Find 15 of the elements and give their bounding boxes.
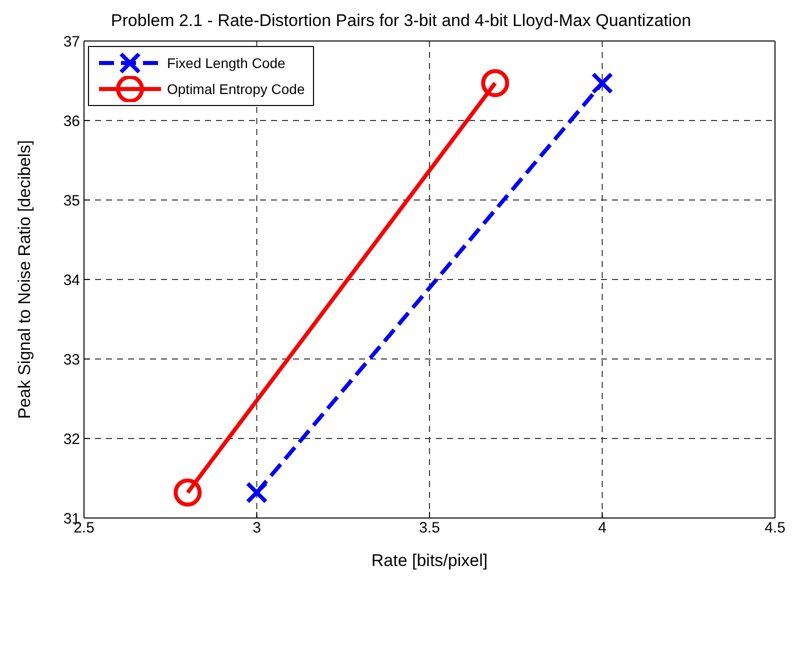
- y-tick-label: 33: [63, 351, 80, 368]
- x-tick-label: 4.5: [764, 520, 786, 537]
- x-tick-label: 4: [598, 520, 606, 537]
- x-tick-label: 3.5: [419, 520, 440, 537]
- chart-title: Problem 2.1 - Rate-Distortion Pairs for 3-bit and 4-bit Lloyd-Max Quantization: [110, 10, 692, 32]
- x-axis-title: Rate [bits/pixel]: [371, 551, 488, 570]
- y-tick-label: 32: [63, 430, 80, 448]
- legend-label: Fixed Length Code: [167, 55, 286, 71]
- y-tick-label: 36: [63, 112, 80, 130]
- legend-label: Optimal Entropy Code: [167, 81, 305, 97]
- x-tick-label: 3: [252, 520, 261, 537]
- y-tick-label: 37: [63, 33, 80, 50]
- y-axis-title: Peak Signal to Noise Ratio [decibels]: [15, 140, 34, 419]
- y-tick-label: 34: [63, 272, 80, 289]
- y-tick-label: 35: [63, 192, 80, 210]
